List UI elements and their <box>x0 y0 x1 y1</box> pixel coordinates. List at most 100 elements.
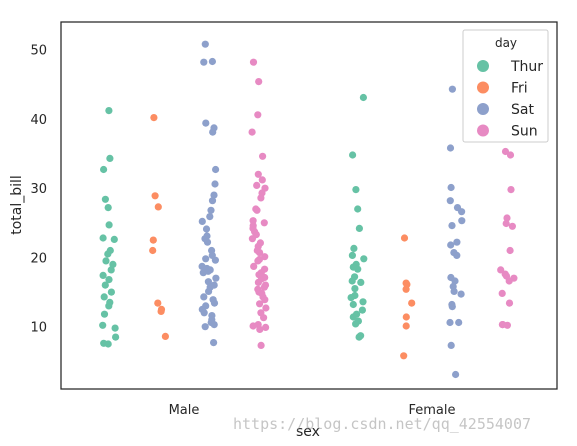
data-point-sat <box>452 370 460 379</box>
data-point-sun <box>259 152 267 160</box>
data-point-sat <box>198 217 206 225</box>
data-point-sun <box>503 321 511 329</box>
data-point-sat <box>210 339 218 347</box>
data-point-sat <box>202 255 210 263</box>
y-axis-ticks: 10 20 30 40 50 <box>30 44 47 336</box>
data-point-sun <box>250 262 258 270</box>
data-point-thur <box>357 278 365 286</box>
data-point-thur <box>105 276 113 284</box>
data-point-fri <box>402 322 410 330</box>
data-point-sun <box>254 257 262 265</box>
data-point-thur <box>349 313 357 321</box>
data-point-sun <box>256 249 264 257</box>
data-point-sun <box>260 283 268 291</box>
data-point-sat <box>202 119 210 127</box>
data-point-fri <box>154 203 162 211</box>
data-point-sun <box>254 111 262 119</box>
y-axis-label: total_bill <box>9 175 25 235</box>
data-point-thur <box>360 255 368 263</box>
data-point-thur <box>100 310 109 318</box>
data-point-sun <box>256 325 264 333</box>
data-point-sun <box>506 151 515 159</box>
data-point-sun <box>498 289 506 297</box>
data-point-sat <box>199 269 207 277</box>
data-point-fri <box>400 234 409 242</box>
data-point-sun <box>505 299 514 307</box>
data-points <box>99 40 518 379</box>
data-point-fri <box>151 192 159 200</box>
data-point-thur <box>101 281 109 289</box>
data-point-sat <box>453 238 461 246</box>
data-point-sat <box>200 309 208 317</box>
legend-items: Thur Fri Sat Sun <box>477 59 543 140</box>
data-point-thur <box>354 205 362 213</box>
data-point-sun <box>255 78 263 86</box>
data-point-thur <box>359 298 367 306</box>
data-point-fri <box>154 299 162 307</box>
x-axis-ticks: Male Female <box>169 403 456 418</box>
data-point-thur <box>110 235 118 243</box>
data-point-thur <box>99 321 107 329</box>
data-point-thur <box>107 266 115 274</box>
data-point-fri <box>402 313 410 321</box>
data-point-thur <box>102 257 110 265</box>
data-point-sat <box>448 303 456 311</box>
data-point-sun <box>253 206 261 214</box>
data-point-sat <box>447 341 455 349</box>
data-point-sun <box>506 246 514 255</box>
data-point-thur <box>105 221 113 229</box>
plot-frame <box>60 21 558 390</box>
data-point-sat <box>453 251 461 259</box>
legend-marker-fri <box>477 81 489 94</box>
data-point-sat <box>203 238 212 246</box>
data-point-thur <box>106 154 114 162</box>
data-point-sat <box>447 241 455 249</box>
data-point-thur <box>99 271 107 279</box>
data-point-sun <box>502 219 510 228</box>
legend-label-thur: Thur <box>510 59 543 75</box>
data-point-sat <box>208 57 216 66</box>
data-point-sat <box>457 290 465 298</box>
legend-label-sat: Sat <box>511 102 534 118</box>
data-point-thur <box>109 260 117 268</box>
data-point-sat <box>211 256 219 264</box>
data-point-thur <box>99 234 107 242</box>
data-point-sat <box>206 213 214 221</box>
x-axis-label: sex <box>296 424 320 440</box>
data-point-sun <box>503 214 511 222</box>
data-point-sat <box>447 183 455 192</box>
data-point-sat <box>450 287 458 295</box>
data-point-sun <box>257 194 265 202</box>
data-point-sun <box>501 147 510 156</box>
data-point-thur <box>104 250 112 258</box>
y-tick-label: 20 <box>30 251 47 266</box>
data-point-sun <box>508 222 516 230</box>
data-point-thur <box>354 265 362 273</box>
legend: day Thur Fri Sat Sun <box>462 29 549 143</box>
data-point-thur <box>104 204 112 212</box>
data-point-sat <box>210 191 218 199</box>
data-point-sat <box>211 180 219 188</box>
data-point-thur <box>351 285 359 293</box>
data-point-sun <box>257 341 265 349</box>
data-point-sat <box>210 124 218 132</box>
data-point-sat <box>458 217 466 225</box>
data-point-sat <box>448 85 456 93</box>
data-point-sat <box>212 165 220 174</box>
data-point-sun <box>507 186 515 194</box>
data-point-fri <box>149 236 157 244</box>
y-tick-label: 50 <box>30 44 47 59</box>
data-point-sun <box>260 219 268 227</box>
x-tick-label-female: Female <box>408 403 455 418</box>
data-point-sun <box>262 304 270 312</box>
data-point-fri <box>161 332 169 340</box>
data-point-sat <box>200 293 208 301</box>
data-point-sat <box>458 208 466 216</box>
data-point-sun <box>260 314 268 322</box>
data-point-sun <box>248 128 256 136</box>
data-point-sun <box>248 235 256 243</box>
data-point-thur <box>358 306 366 314</box>
data-point-fri <box>150 114 158 122</box>
legend-marker-sat <box>477 103 489 115</box>
data-point-thur <box>349 151 357 159</box>
